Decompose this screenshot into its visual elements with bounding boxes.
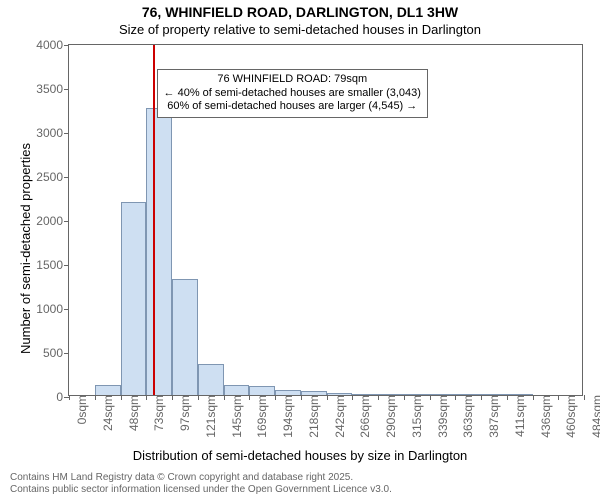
- histogram-bar: [378, 394, 404, 395]
- xtick-mark: [352, 395, 353, 400]
- histogram-bar: [404, 394, 430, 395]
- xtick-mark: [584, 395, 585, 400]
- xtick-mark: [507, 395, 508, 400]
- reference-line: [153, 45, 155, 395]
- histogram-bar: [352, 394, 378, 395]
- xtick-label: 339sqm: [434, 395, 450, 438]
- annotation-box: 76 WHINFIELD ROAD: 79sqm ← 40% of semi-d…: [157, 69, 428, 118]
- chart-subtitle: Size of property relative to semi-detach…: [0, 22, 600, 37]
- xtick-mark: [558, 395, 559, 400]
- xtick-mark: [172, 395, 173, 400]
- xtick-label: 266sqm: [356, 395, 372, 438]
- xtick-label: 194sqm: [279, 395, 295, 438]
- histogram-bar: [327, 393, 353, 395]
- footer-text: Contains HM Land Registry data © Crown c…: [10, 472, 392, 496]
- xtick-mark: [146, 395, 147, 400]
- histogram-bar: [481, 394, 507, 395]
- x-axis-label: Distribution of semi-detached houses by …: [0, 448, 600, 463]
- xtick-mark: [378, 395, 379, 400]
- xtick-label: 73sqm: [150, 395, 166, 431]
- histogram-bar: [172, 279, 198, 395]
- chart-title: 76, WHINFIELD ROAD, DARLINGTON, DL1 3HW: [0, 4, 600, 20]
- xtick-mark: [301, 395, 302, 400]
- xtick-label: 218sqm: [305, 395, 321, 438]
- xtick-label: 242sqm: [331, 395, 347, 438]
- xtick-mark: [249, 395, 250, 400]
- xtick-label: 0sqm: [73, 395, 89, 424]
- annotation-line2: ← 40% of semi-detached houses are smalle…: [164, 87, 421, 101]
- xtick-mark: [69, 395, 70, 400]
- ytick-label: 2500: [36, 170, 69, 184]
- xtick-mark: [533, 395, 534, 400]
- histogram-bar: [121, 202, 147, 395]
- ytick-label: 1500: [36, 258, 69, 272]
- ytick-label: 500: [43, 346, 69, 360]
- annotation-line1: 76 WHINFIELD ROAD: 79sqm: [164, 73, 421, 87]
- histogram-bar: [430, 394, 456, 395]
- histogram-bar: [455, 394, 481, 395]
- xtick-label: 24sqm: [99, 395, 115, 431]
- xtick-mark: [224, 395, 225, 400]
- xtick-mark: [275, 395, 276, 400]
- xtick-label: 48sqm: [125, 395, 141, 431]
- ytick-label: 3000: [36, 126, 69, 140]
- xtick-mark: [481, 395, 482, 400]
- histogram-bar: [198, 364, 224, 395]
- xtick-mark: [198, 395, 199, 400]
- xtick-mark: [455, 395, 456, 400]
- ytick-label: 2000: [36, 214, 69, 228]
- y-axis-label: Number of semi-detached properties: [18, 143, 33, 354]
- plot-area: 050010001500200025003000350040000sqm24sq…: [68, 44, 583, 396]
- xtick-label: 315sqm: [408, 395, 424, 438]
- histogram-bar: [275, 390, 301, 395]
- histogram-bar: [301, 391, 327, 395]
- xtick-label: 484sqm: [588, 395, 600, 438]
- ytick-label: 3500: [36, 82, 69, 96]
- ytick-label: 4000: [36, 38, 69, 52]
- xtick-mark: [404, 395, 405, 400]
- xtick-label: 290sqm: [382, 395, 398, 438]
- histogram-bar: [146, 108, 172, 395]
- xtick-mark: [95, 395, 96, 400]
- footer-line1: Contains HM Land Registry data © Crown c…: [10, 472, 392, 484]
- ytick-label: 1000: [36, 302, 69, 316]
- xtick-label: 411sqm: [511, 395, 527, 437]
- annotation-line3: 60% of semi-detached houses are larger (…: [164, 100, 421, 114]
- xtick-mark: [327, 395, 328, 400]
- histogram-bar: [249, 386, 275, 395]
- xtick-label: 169sqm: [253, 395, 269, 438]
- xtick-label: 436sqm: [537, 395, 553, 438]
- xtick-mark: [430, 395, 431, 400]
- xtick-label: 460sqm: [562, 395, 578, 438]
- xtick-label: 145sqm: [228, 395, 244, 438]
- histogram-bar: [507, 394, 533, 395]
- xtick-mark: [121, 395, 122, 400]
- footer-line2: Contains public sector information licen…: [10, 484, 392, 496]
- xtick-label: 97sqm: [176, 395, 192, 431]
- ytick-label: 0: [56, 390, 69, 404]
- chart-container: { "header": { "title": "76, WHINFIELD RO…: [0, 0, 600, 500]
- histogram-bar: [95, 385, 121, 395]
- xtick-label: 387sqm: [485, 395, 501, 438]
- xtick-label: 121sqm: [202, 395, 218, 438]
- histogram-bar: [224, 385, 250, 395]
- xtick-label: 363sqm: [459, 395, 475, 438]
